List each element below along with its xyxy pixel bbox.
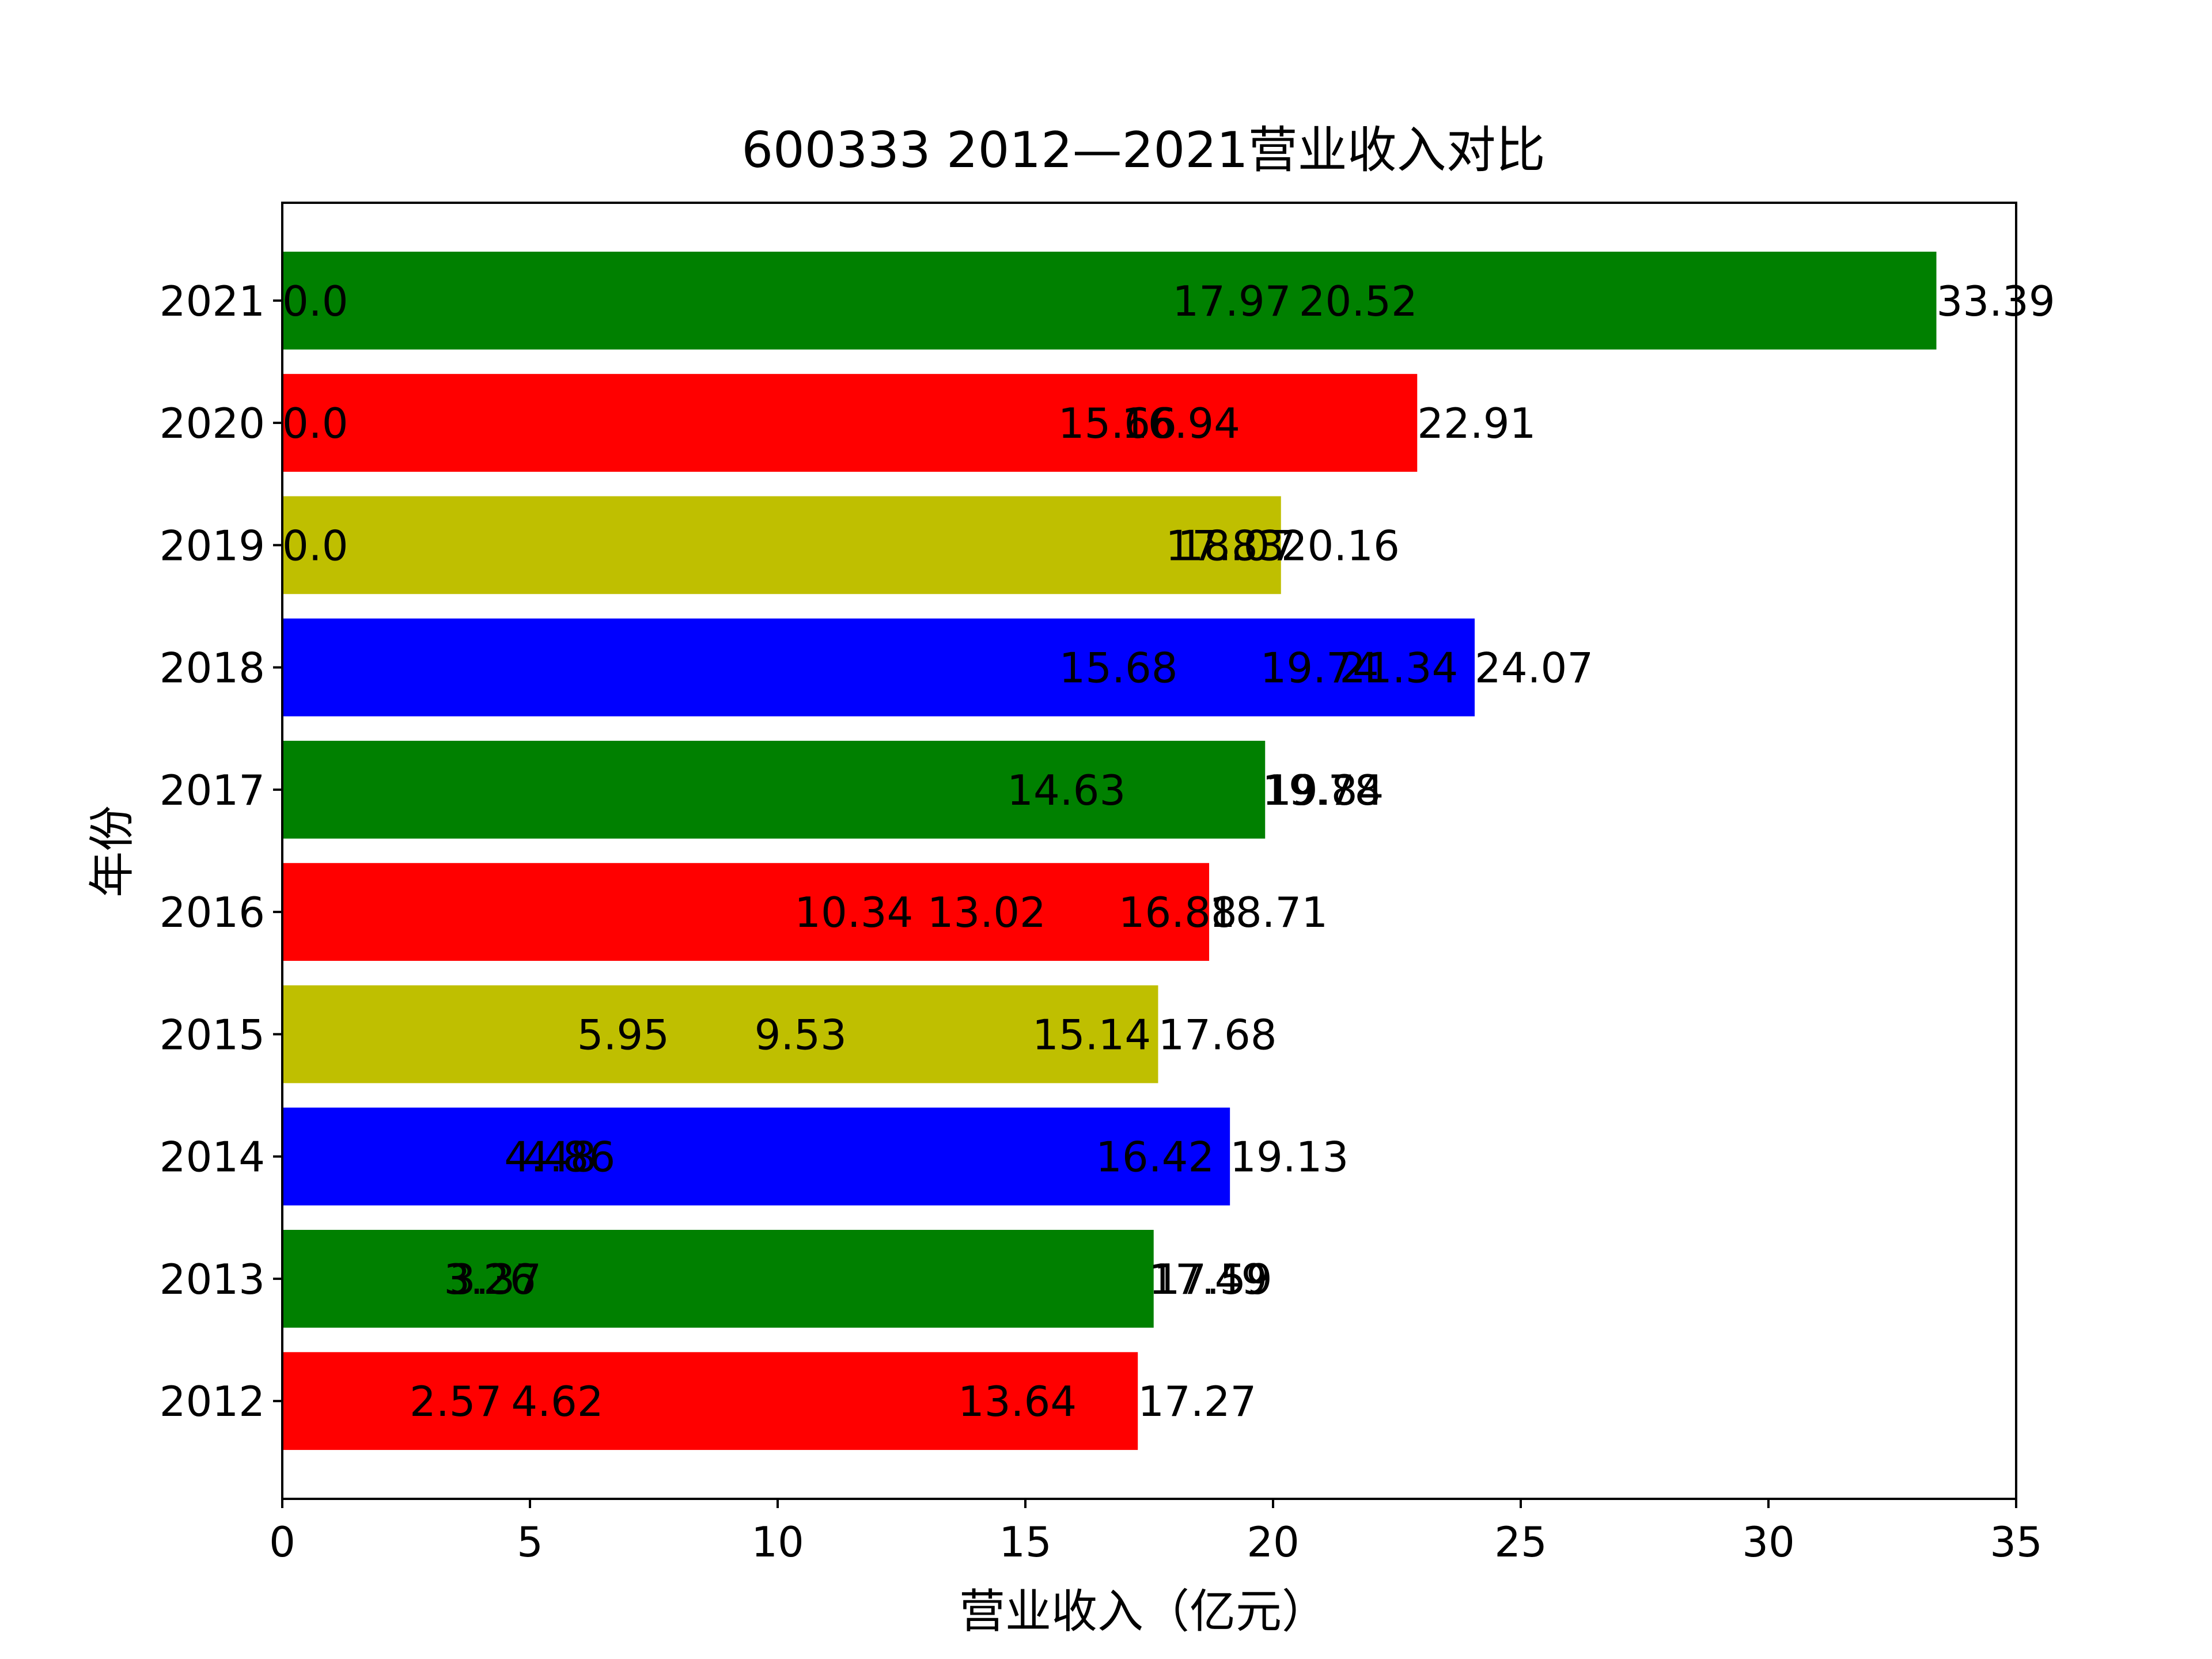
x-tick-label-35: 35 [1990, 1518, 2043, 1566]
data-label-2020-2: 16.94 [1122, 399, 1240, 448]
bar-2013 [282, 1230, 1154, 1328]
data-label-2016-3: 18.71 [1209, 888, 1328, 937]
data-label-2013-0: 3.26 [444, 1255, 536, 1304]
x-tick-label-30: 30 [1742, 1518, 1795, 1566]
data-label-2019-3: 20.16 [1281, 521, 1400, 570]
x-tick-label-10: 10 [751, 1518, 804, 1566]
bar-2018 [282, 618, 1475, 717]
y-tick-label-2018: 2018 [160, 644, 265, 692]
y-tick-label-2015: 2015 [160, 1010, 265, 1059]
bar-2020 [282, 374, 1418, 472]
data-label-2020-3: 22.91 [1417, 399, 1536, 448]
y-tick-label-2012: 2012 [160, 1377, 265, 1426]
data-label-2018-1: 19.74 [1260, 644, 1379, 692]
data-label-2014-1: 4.86 [523, 1133, 615, 1181]
data-label-2013-1: 3.37 [449, 1255, 541, 1304]
bars-layer [282, 251, 1937, 1450]
data-label-2014-3: 19.13 [1230, 1133, 1349, 1181]
y-tick-label-2019: 2019 [160, 521, 265, 570]
data-label-2018-3: 24.07 [1475, 644, 1593, 692]
x-tick-label-5: 5 [517, 1518, 543, 1566]
x-tick-label-25: 25 [1494, 1518, 1547, 1566]
y-tick-label-2016: 2016 [160, 888, 265, 937]
data-label-2018-2: 21.34 [1339, 644, 1458, 692]
data-label-2012-0: 2.57 [410, 1377, 502, 1426]
data-label-2014-0: 4.48 [504, 1133, 596, 1181]
y-tick-label-2013: 2013 [160, 1255, 265, 1304]
data-label-2013-2: 17.49 [1149, 1255, 1267, 1304]
data-label-2015-3: 17.68 [1158, 1010, 1277, 1059]
data-label-2016-1: 13.02 [927, 888, 1046, 937]
x-tick-label-20: 20 [1247, 1518, 1300, 1566]
bar-2016 [282, 863, 1210, 961]
data-label-2021-0: 0.0 [282, 277, 349, 325]
y-tick-label-2020: 2020 [160, 399, 265, 448]
data-label-2019-1: 17.83 [1165, 521, 1284, 570]
bar-2015 [282, 985, 1158, 1084]
x-tick-label-15: 15 [999, 1518, 1052, 1566]
data-label-2017-1: 19.78 [1262, 766, 1381, 815]
y-tick-label-2014: 2014 [160, 1133, 265, 1181]
data-label-2021-2: 20.52 [1299, 277, 1418, 325]
data-label-2013-3: 17.59 [1154, 1255, 1272, 1304]
bar-2014 [282, 1107, 1230, 1206]
x-axis-ticks: 0 5 10 15 20 25 30 35 [269, 1499, 2043, 1566]
y-tick-label-2017: 2017 [160, 766, 265, 815]
data-label-2016-0: 10.34 [794, 888, 913, 937]
data-label-2016-2: 16.88 [1119, 888, 1237, 937]
y-tick-label-2021: 2021 [160, 277, 265, 325]
data-label-2012-3: 17.27 [1138, 1377, 1256, 1426]
x-axis-label: 营业收入（亿元） [959, 1585, 1328, 1638]
data-label-2020-0: 0.0 [282, 399, 349, 448]
bar-2017 [282, 740, 1266, 839]
y-axis-label: 年份 [85, 805, 139, 897]
bar-2012 [282, 1352, 1138, 1450]
data-label-2019-0: 0.0 [282, 521, 349, 570]
chart-title: 600333 2012—2021营业收入对比 [741, 122, 1545, 179]
data-label-2021-3: 33.39 [1937, 277, 2055, 325]
plot-area-frame [281, 202, 2017, 1500]
data-label-2015-2: 15.14 [1032, 1010, 1151, 1059]
data-label-2018-0: 15.68 [1059, 644, 1177, 692]
data-label-2012-1: 4.62 [511, 1377, 603, 1426]
data-label-2017-2: 19.84 [1265, 766, 1384, 815]
data-label-2015-1: 9.53 [755, 1010, 847, 1059]
data-label-2019-2: 18.07 [1177, 521, 1296, 570]
data-label-2014-2: 16.42 [1096, 1133, 1214, 1181]
bar-2019 [282, 496, 1281, 594]
y-axis-ticks: 2012 2013 2014 2015 2016 2017 2018 2019 2020 2021 [160, 277, 282, 1426]
bar-2021 [282, 251, 1937, 350]
data-label-2017-0: 14.63 [1007, 766, 1126, 815]
data-label-2020-1: 15.66 [1058, 399, 1177, 448]
data-label-2015-0: 5.95 [577, 1010, 669, 1059]
x-tick-label-0: 0 [269, 1518, 296, 1566]
data-label-2012-2: 13.64 [958, 1377, 1077, 1426]
data-label-2021-1: 17.97 [1172, 277, 1291, 325]
